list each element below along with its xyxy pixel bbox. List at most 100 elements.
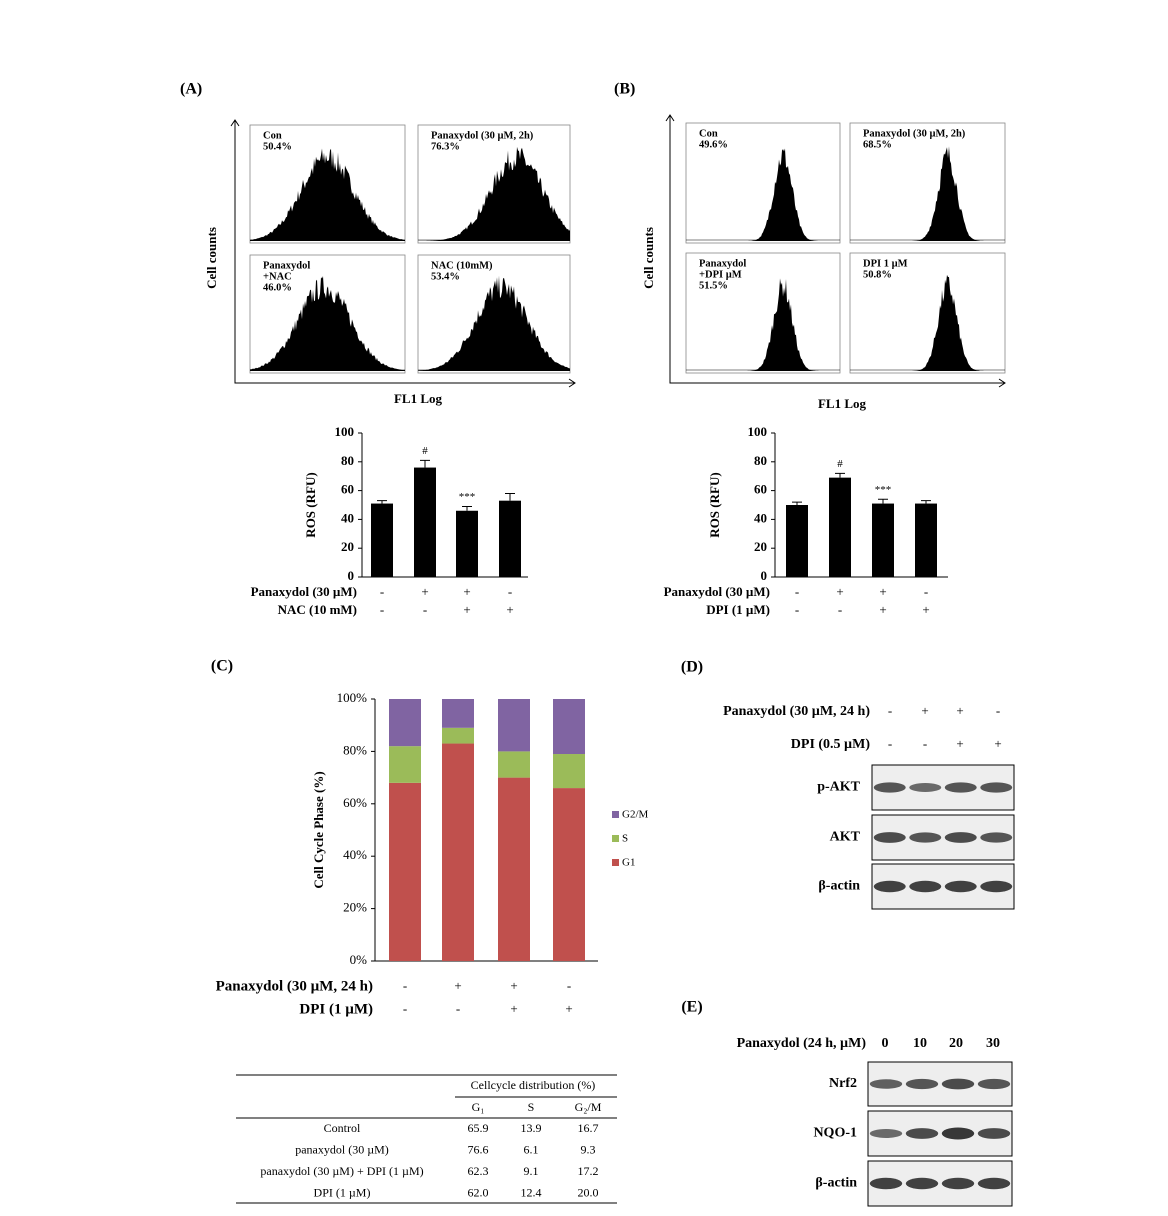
y-tick-label: 60 bbox=[341, 482, 354, 497]
treatment-sign: - bbox=[508, 584, 512, 599]
band bbox=[873, 880, 906, 893]
bar-segment bbox=[498, 777, 530, 961]
panel-label: (D) bbox=[681, 659, 703, 676]
table-cell: 13.9 bbox=[521, 1121, 542, 1135]
treatment-sign: - bbox=[795, 584, 799, 599]
band bbox=[944, 782, 977, 793]
histogram-label: Panaxydol (30 µM, 2h) bbox=[863, 128, 966, 139]
bar-segment bbox=[389, 782, 421, 961]
bar-segment bbox=[553, 788, 585, 961]
band bbox=[977, 1177, 1011, 1190]
bar bbox=[915, 503, 937, 577]
band bbox=[873, 782, 906, 793]
treatment-sign: - bbox=[403, 978, 407, 993]
treatment-sign: - bbox=[456, 1001, 460, 1016]
table-cell: DPI (1 µM) bbox=[314, 1185, 371, 1199]
bar-segment bbox=[498, 699, 530, 752]
y-tick-label: 60% bbox=[343, 795, 367, 810]
histogram-label: 46.0% bbox=[263, 282, 292, 293]
y-tick-label: 40 bbox=[341, 510, 354, 525]
histogram-label: +DPI µM bbox=[699, 269, 742, 280]
panel-label: (A) bbox=[180, 81, 202, 98]
bar bbox=[371, 503, 393, 577]
annotation: # bbox=[837, 458, 843, 470]
histogram-frame bbox=[849, 122, 1006, 244]
band bbox=[905, 1128, 939, 1139]
histogram-label: Panaxydol bbox=[699, 258, 746, 269]
histogram-label: NAC (10mM) bbox=[431, 260, 493, 271]
histogram bbox=[418, 146, 570, 241]
histogram-label: 50.8% bbox=[863, 269, 892, 280]
histogram bbox=[250, 276, 405, 371]
error-bar bbox=[377, 500, 387, 504]
error-bar bbox=[835, 472, 845, 478]
histogram bbox=[250, 148, 405, 241]
band bbox=[909, 783, 942, 792]
band-label: NQO-1 bbox=[813, 1126, 857, 1141]
y-tick-label: 20% bbox=[343, 900, 367, 915]
treatment-label: DPI (0.5 µM) bbox=[791, 737, 871, 752]
band bbox=[905, 1177, 939, 1190]
band bbox=[977, 1128, 1011, 1139]
y-tick-label: 80 bbox=[341, 453, 354, 468]
band-label: p-AKT bbox=[817, 780, 860, 795]
table-cell: Control bbox=[324, 1121, 361, 1135]
table-header: S bbox=[528, 1100, 535, 1114]
y-tick-label: 0 bbox=[348, 568, 355, 583]
error-bar bbox=[420, 459, 430, 468]
table-cell: 16.7 bbox=[578, 1121, 599, 1135]
treatment-label: Panaxydol (30 µM) bbox=[664, 584, 770, 599]
band-label: AKT bbox=[830, 830, 861, 845]
bar bbox=[786, 505, 808, 577]
axis bbox=[669, 115, 1005, 384]
band bbox=[909, 880, 942, 893]
bar-segment bbox=[442, 727, 474, 744]
histogram-label: Panaxydol bbox=[263, 260, 310, 271]
band-label: β-actin bbox=[818, 879, 860, 894]
histogram-label: Con bbox=[699, 128, 718, 139]
band-label: Nrf2 bbox=[829, 1076, 857, 1091]
band bbox=[941, 1127, 975, 1140]
band bbox=[909, 832, 942, 843]
histogram-label: 76.3% bbox=[431, 141, 460, 152]
y-axis-label: ROS (RFU) bbox=[303, 472, 318, 537]
panel-label: (C) bbox=[211, 658, 233, 675]
dose-label: 0 bbox=[882, 1036, 889, 1051]
treatment-sign: + bbox=[994, 736, 1001, 751]
histogram-label: 49.6% bbox=[699, 139, 728, 150]
y-tick-label: 0% bbox=[350, 952, 368, 967]
table-cell: 17.2 bbox=[578, 1164, 599, 1178]
histogram-frame bbox=[685, 252, 841, 374]
band bbox=[873, 832, 906, 843]
table-cell: 9.1 bbox=[524, 1164, 539, 1178]
dose-header: Panaxydol (24 h, µM) bbox=[737, 1036, 867, 1051]
histogram-label: Panaxydol (30 µM, 2h) bbox=[431, 130, 534, 141]
y-tick-label: 80% bbox=[343, 742, 367, 757]
band-label: β-actin bbox=[815, 1176, 857, 1191]
y-tick-label: 40% bbox=[343, 847, 367, 862]
histogram-label: 50.4% bbox=[263, 141, 292, 152]
y-tick-label: 0 bbox=[761, 568, 768, 583]
y-tick-label: 20 bbox=[341, 539, 354, 554]
y-axis-label: Cell Cycle Phase (%) bbox=[311, 771, 326, 888]
treatment-sign: + bbox=[921, 703, 928, 718]
treatment-sign: + bbox=[463, 584, 470, 599]
treatment-sign: + bbox=[922, 602, 929, 617]
annotation: # bbox=[422, 445, 428, 457]
bar-segment bbox=[389, 746, 421, 783]
table-cell: panaxydol (30 µM) bbox=[295, 1142, 389, 1156]
bar bbox=[499, 500, 521, 577]
band bbox=[905, 1078, 939, 1090]
arrow bbox=[230, 119, 576, 388]
band bbox=[944, 832, 977, 843]
bar-segment bbox=[553, 754, 585, 789]
bar bbox=[829, 477, 851, 577]
y-axis-label: ROS (RFU) bbox=[707, 472, 722, 537]
band bbox=[977, 1078, 1011, 1090]
histogram-label: 51.5% bbox=[699, 280, 728, 291]
error-bar bbox=[878, 498, 888, 504]
annotation: *** bbox=[875, 484, 892, 496]
table-title: Cellcycle distribution (%) bbox=[471, 1078, 596, 1092]
table-cell: 6.1 bbox=[524, 1142, 539, 1156]
histogram-label: +NAC bbox=[263, 271, 292, 282]
